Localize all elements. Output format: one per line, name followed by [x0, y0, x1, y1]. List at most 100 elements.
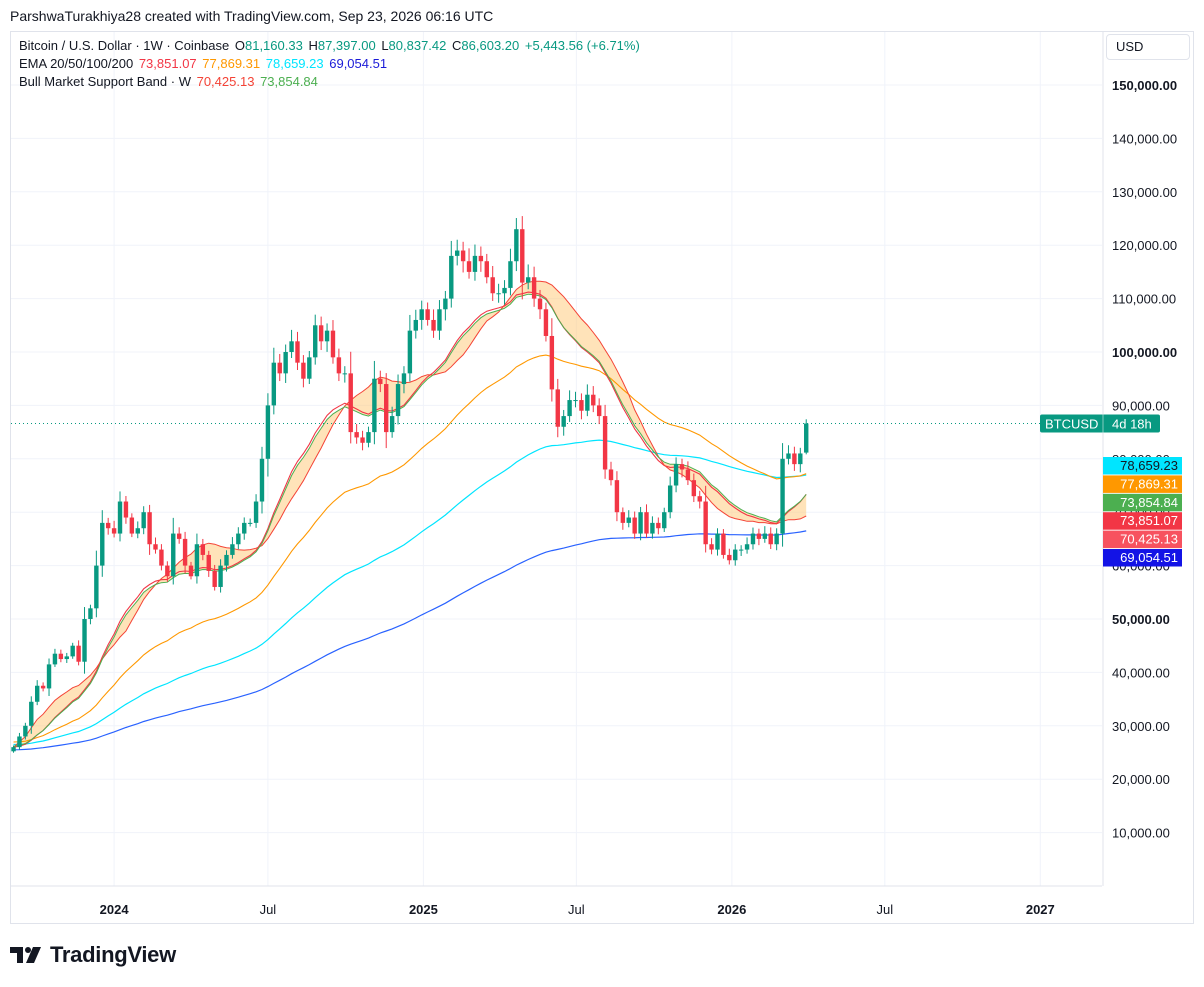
- candle: [715, 528, 720, 556]
- candle: [283, 344, 288, 383]
- y-tick-label: 10,000.00: [1112, 826, 1170, 841]
- candle: [709, 538, 714, 555]
- candle: [11, 745, 16, 753]
- candle: [165, 561, 170, 582]
- legend-ema100-value: 78,659.23: [265, 56, 324, 71]
- candle: [82, 607, 87, 674]
- tradingview-logo: TradingView: [10, 940, 176, 970]
- candle: [472, 244, 478, 281]
- candle: [780, 443, 785, 547]
- candle: [360, 430, 365, 451]
- y-tick-label: 100,000.00: [1112, 345, 1177, 360]
- candle: [549, 318, 555, 402]
- candle: [253, 494, 259, 528]
- legend-symbol-line[interactable]: Bitcoin / U.S. Dollar · 1W · Coinbase O8…: [19, 38, 642, 53]
- currency-selector[interactable]: USD: [1106, 34, 1190, 60]
- legend-ema200-value: 69,054.51: [329, 56, 388, 71]
- y-tick-label: 110,000.00: [1112, 292, 1176, 307]
- candle: [295, 331, 300, 371]
- candle: [265, 393, 271, 477]
- svg-text:77,869.31: 77,869.31: [1120, 476, 1178, 491]
- candle: [437, 300, 442, 340]
- candle: [478, 246, 484, 272]
- candle: [100, 510, 105, 577]
- candle: [230, 537, 235, 559]
- candle: [543, 302, 549, 342]
- candle: [484, 253, 489, 284]
- legend-ema-title: EMA 20/50/100/200: [19, 56, 134, 71]
- candle: [585, 384, 590, 417]
- candle: [336, 348, 342, 382]
- candle: [602, 404, 608, 479]
- price-labels: BTCUSD 4d 18h 78,659.23 77,869.31 73,854.84 7…: [1040, 414, 1182, 567]
- legend-close-value: 86,603.20: [461, 38, 520, 53]
- candle: [632, 511, 637, 539]
- legend-high-label: H: [308, 38, 318, 53]
- candle: [804, 419, 809, 455]
- candle: [94, 550, 99, 618]
- indicator-price-label: 73,851.07: [1103, 512, 1182, 530]
- y-tick-label: 30,000.00: [1112, 719, 1170, 734]
- candle: [372, 360, 377, 445]
- candle: [460, 241, 466, 273]
- candle: [395, 374, 401, 425]
- legend-open-value: 81,160.33: [244, 38, 303, 53]
- candle: [117, 491, 123, 542]
- candle: [520, 216, 525, 300]
- candle: [366, 426, 371, 448]
- candle: [307, 350, 312, 384]
- candle: [466, 248, 472, 279]
- legend-close-label: C: [452, 38, 462, 53]
- candle: [34, 680, 40, 706]
- chart-credit: ParshwaTurakhiya28 created with TradingV…: [10, 8, 494, 24]
- x-tick-label: 2025: [409, 902, 438, 917]
- candle: [531, 266, 537, 307]
- indicator-price-label: 77,869.31: [1103, 475, 1182, 493]
- candle: [236, 527, 241, 550]
- candle: [567, 390, 572, 422]
- y-tick-label: 20,000.00: [1112, 772, 1170, 787]
- candle: [721, 529, 726, 559]
- candle: [52, 648, 58, 667]
- candles: [11, 216, 809, 753]
- x-tick-label: Jul: [877, 902, 894, 917]
- tradingview-wordmark: TradingView: [50, 942, 176, 967]
- y-tick-label: 40,000.00: [1112, 665, 1170, 680]
- legend-band-title: Bull Market Support Band · W: [19, 74, 191, 89]
- svg-text:73,851.07: 73,851.07: [1120, 513, 1178, 528]
- candle: [348, 351, 353, 444]
- candle: [638, 506, 643, 541]
- legend-open-label: O: [234, 38, 245, 53]
- legend-band-line[interactable]: Bull Market Support Band · W 70,425.13 7…: [19, 74, 320, 89]
- candle: [667, 476, 673, 519]
- legend-low-label: L: [381, 38, 389, 53]
- candle: [200, 538, 206, 561]
- candle: [23, 722, 28, 740]
- candle: [650, 516, 655, 539]
- candle: [206, 550, 211, 577]
- legend-symbol-title: Bitcoin / U.S. Dollar · 1W · Coinbase: [19, 38, 230, 53]
- grid-lines: [11, 32, 1104, 887]
- candle: [46, 658, 52, 696]
- candle: [141, 506, 146, 535]
- candle: [561, 409, 566, 436]
- candle: [774, 528, 779, 551]
- x-tick-label: Jul: [568, 902, 585, 917]
- candle: [224, 550, 229, 572]
- candle: [384, 373, 389, 449]
- indicator-price-label: 73,854.84: [1103, 493, 1182, 512]
- candle: [537, 289, 543, 320]
- candle: [679, 458, 685, 478]
- x-tick-label: Jul: [260, 902, 277, 917]
- legend-ema-line[interactable]: EMA 20/50/100/200 73,851.07 77,869.31 78…: [19, 56, 389, 71]
- candle: [502, 280, 507, 305]
- candle: [17, 732, 22, 750]
- legend-high-value: 87,397.00: [317, 38, 376, 53]
- candle: [579, 393, 584, 420]
- legend-ema20-value: 73,851.07: [138, 56, 197, 71]
- svg-text:73,854.84: 73,854.84: [1120, 495, 1178, 510]
- candle: [277, 353, 282, 382]
- last-price-badge[interactable]: BTCUSD 4d 18h: [1040, 414, 1160, 433]
- candle: [313, 314, 318, 365]
